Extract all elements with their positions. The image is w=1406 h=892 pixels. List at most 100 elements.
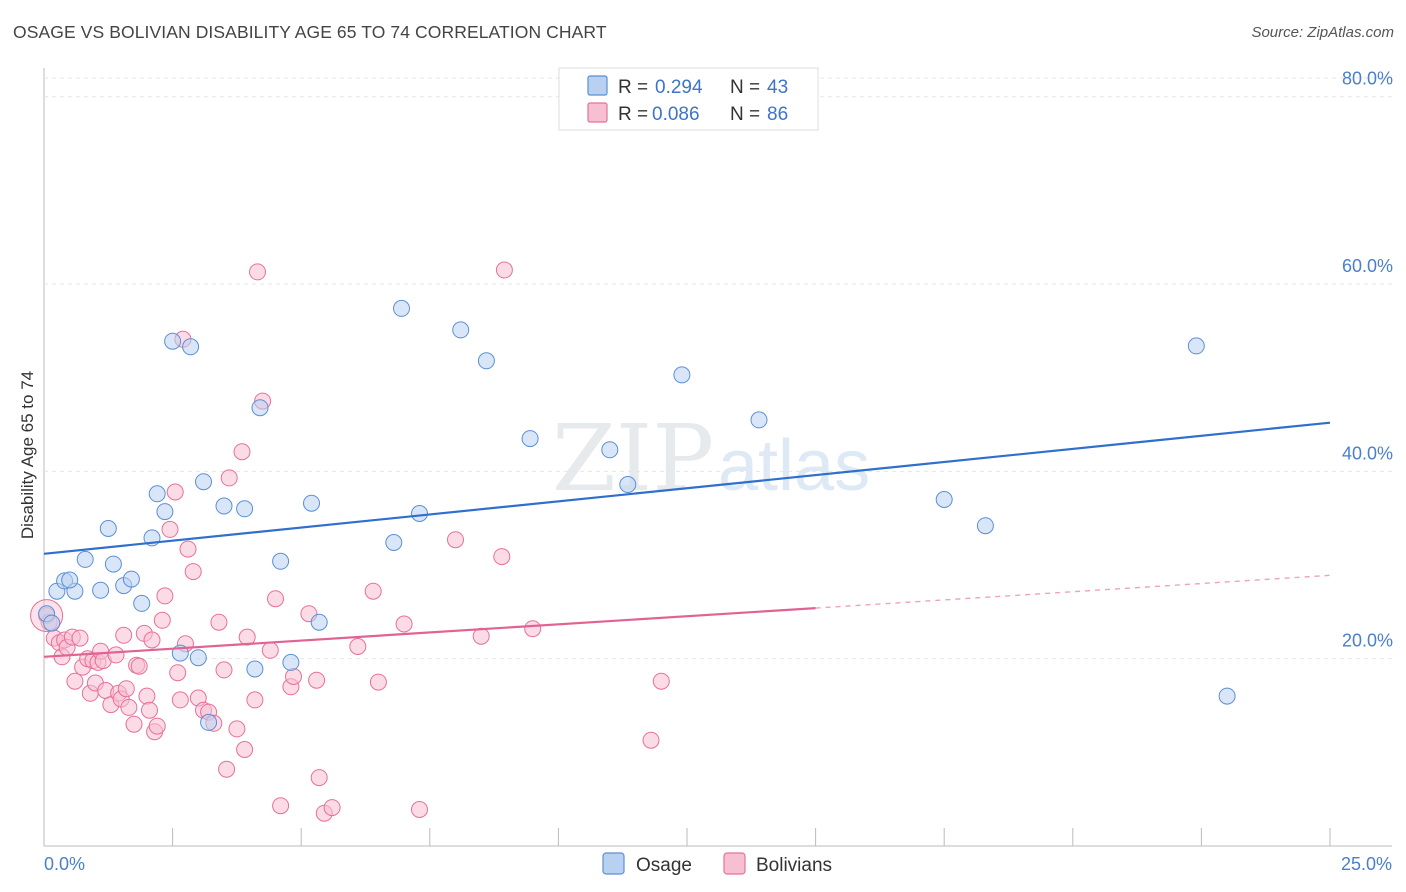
y-tick-label: 60.0%	[1342, 256, 1393, 276]
osage-point	[282, 653, 300, 671]
legend-swatch-bolivians	[587, 102, 608, 123]
series-legend: Osage Bolivians	[602, 852, 832, 876]
y-tick-labels: 20.0% 40.0% 60.0% 80.0%	[1342, 69, 1393, 651]
osage-point	[303, 494, 320, 512]
osage-point	[393, 299, 410, 317]
bolivians-point	[249, 263, 266, 281]
bolivians-point	[411, 801, 428, 818]
bolivians-point	[141, 701, 158, 719]
bolivians-point	[228, 720, 246, 738]
bolivians-point	[66, 672, 84, 690]
osage-point	[61, 571, 79, 589]
osage-series	[38, 299, 1236, 731]
bolivians-point	[395, 615, 413, 633]
osage-point	[935, 491, 953, 508]
osage-point	[92, 581, 110, 599]
bolivians-point	[261, 641, 279, 659]
osage-point	[122, 570, 140, 588]
osage-point	[619, 476, 637, 493]
osage-point	[156, 503, 174, 521]
osage-point	[1187, 337, 1205, 355]
bolivians-point	[120, 698, 138, 716]
osage-point	[189, 649, 207, 667]
bolivians-series	[30, 261, 670, 822]
bolivians-point	[267, 590, 284, 608]
trend-lines	[43, 421, 1331, 658]
bolivians-point	[238, 628, 256, 646]
bottom-legend-label-bolivians: Bolivians	[756, 855, 832, 876]
bolivians-point	[308, 671, 326, 689]
x-ticks	[43, 828, 1331, 846]
osage-point	[246, 660, 264, 678]
bolivians-point	[143, 631, 161, 649]
bolivians-trend-line	[43, 607, 816, 658]
bolivians-point	[161, 520, 179, 538]
bolivians-point	[115, 626, 133, 644]
bolivians-point	[233, 443, 251, 461]
gridlines	[44, 96, 1392, 660]
osage-point	[750, 411, 768, 429]
legend-n-value-bolivians: 86	[767, 104, 788, 125]
x-tick-label-min: 0.0%	[44, 854, 85, 874]
bolivians-point	[138, 687, 156, 705]
x-tick-label-max: 25.0%	[1341, 854, 1392, 874]
osage-point	[601, 441, 619, 459]
bolivians-point	[652, 672, 670, 690]
legend-swatch-osage	[587, 75, 608, 96]
osage-point	[411, 505, 428, 522]
bolivians-point	[493, 548, 511, 566]
bolivians-point	[495, 261, 513, 279]
legend-r-label-bolivians: R =	[618, 104, 648, 125]
osage-point	[452, 321, 470, 339]
osage-trend-line	[43, 421, 1331, 555]
osage-point	[385, 534, 403, 551]
bolivians-point	[166, 483, 184, 501]
bolivians-point	[125, 715, 143, 733]
bolivians-point	[71, 629, 89, 647]
bolivians-point	[107, 646, 125, 664]
bolivians-point	[179, 540, 197, 558]
bolivians-point	[447, 531, 464, 549]
legend-n-label-bolivians: N =	[730, 104, 760, 125]
legend-r-value-bolivians: 0.086	[652, 104, 700, 125]
bolivians-point	[364, 582, 382, 600]
bolivians-point	[246, 691, 264, 709]
osage-point	[195, 473, 212, 491]
bolivians-point	[218, 760, 236, 778]
osage-point	[251, 399, 269, 417]
bolivians-point	[524, 620, 542, 638]
bolivians-point	[210, 613, 228, 631]
bolivians-point	[272, 797, 290, 815]
bolivians-point	[169, 664, 187, 682]
legend-n-value-osage: 43	[767, 77, 788, 98]
osage-point	[521, 430, 539, 448]
osage-point	[310, 613, 328, 631]
osage-point	[477, 352, 495, 370]
osage-point	[673, 366, 691, 384]
bolivians-point	[215, 661, 233, 679]
legend-n-label-osage: N =	[730, 77, 760, 98]
bolivians-trend-extension	[815, 574, 1331, 609]
y-axis-title: Disability Age 65 to 74	[18, 371, 37, 539]
osage-point	[133, 594, 151, 612]
osage-point	[76, 550, 94, 568]
bolivians-point	[153, 611, 171, 629]
osage-point	[99, 520, 117, 537]
bottom-legend-swatch-osage	[602, 852, 625, 875]
legend-r-label-osage: R =	[618, 77, 648, 98]
osage-point	[215, 497, 233, 515]
bolivians-point	[369, 673, 387, 691]
osage-point	[236, 500, 254, 518]
osage-point	[43, 614, 61, 632]
legend-r-value-osage: 0.294	[655, 77, 703, 98]
watermark: ZIP atlas	[552, 405, 870, 512]
osage-point	[104, 555, 122, 573]
y-tick-label: 80.0%	[1342, 69, 1393, 89]
osage-point	[200, 713, 218, 731]
source-label: Source: ZipAtlas.com	[1251, 24, 1394, 41]
bolivians-point	[220, 469, 238, 487]
bottom-legend-swatch-bolivians	[723, 852, 746, 875]
bolivians-point	[285, 668, 302, 685]
bolivians-point	[642, 731, 660, 749]
